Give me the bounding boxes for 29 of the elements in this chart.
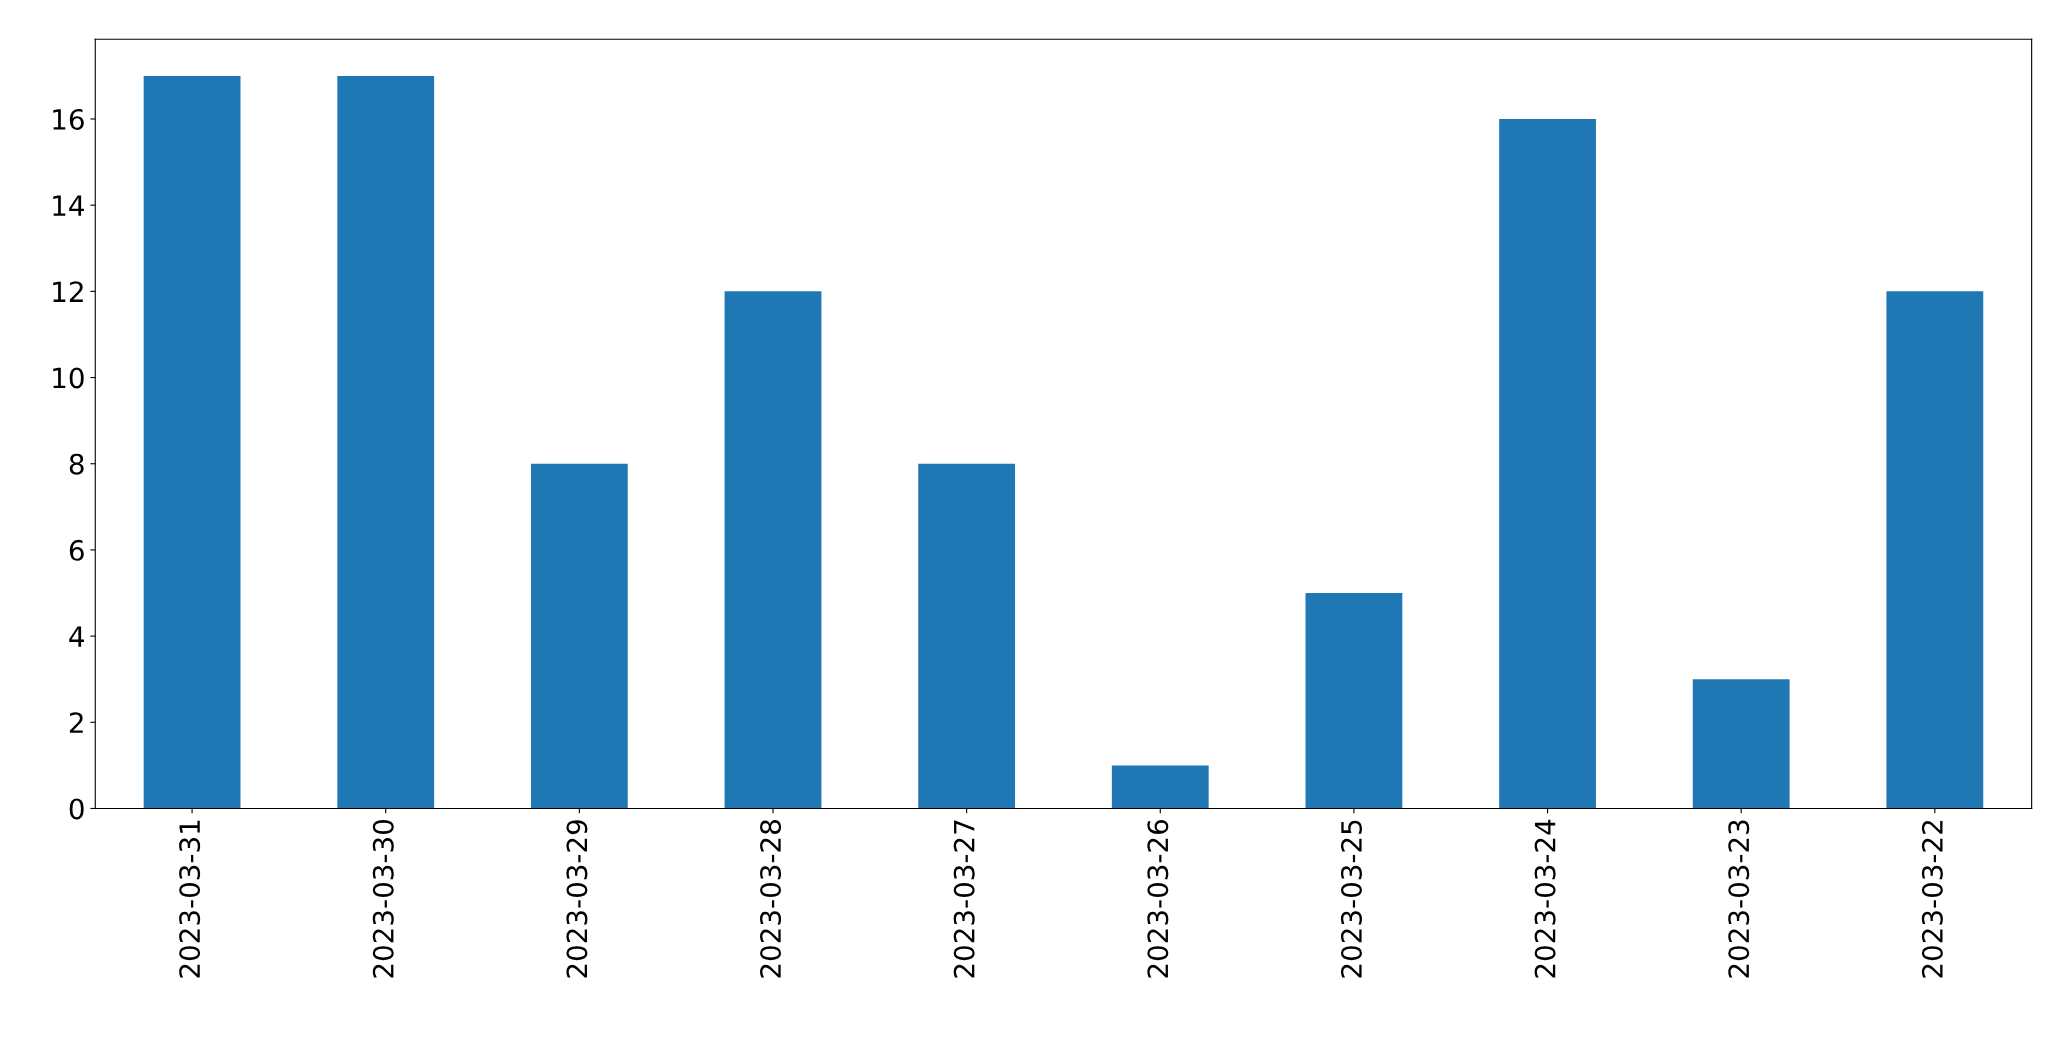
- x-tick-label: 2023-03-29: [566, 820, 588, 978]
- x-tick-label: 2023-03-26: [1147, 819, 1169, 978]
- x-tick-label: 2023-03-23: [1728, 820, 1750, 978]
- x-tick-label: 2023-03-31: [179, 820, 201, 978]
- x-tick-label: 2023-03-28: [760, 820, 782, 978]
- bar: [143, 75, 241, 809]
- y-tick-label: 16: [53, 108, 84, 130]
- x-tick-label: 2023-03-25: [1340, 820, 1362, 978]
- bar: [1692, 679, 1790, 809]
- x-tick-label: 2023-03-27: [953, 820, 975, 978]
- y-tick-label: 12: [53, 281, 83, 302]
- bar: [1499, 118, 1596, 809]
- x-tick-label: 2023-03-22: [1921, 820, 1943, 978]
- y-tick-label: 0: [69, 798, 84, 820]
- bar: [530, 463, 628, 809]
- y-tick-label: 8: [69, 453, 84, 475]
- bar: [1305, 593, 1403, 809]
- bar: [1886, 291, 1984, 809]
- y-tick-label: 4: [69, 626, 84, 647]
- x-tick-label: 2023-03-30: [372, 820, 394, 978]
- x-tick-label: 2023-03-24: [1534, 819, 1556, 978]
- y-tick-label: 10: [53, 367, 84, 389]
- bar: [337, 75, 435, 809]
- y-tick-label: 2: [69, 712, 83, 733]
- bar: [918, 463, 1016, 809]
- y-tick-label: 14: [53, 195, 84, 216]
- bar: [724, 291, 822, 809]
- bar: [1111, 765, 1209, 809]
- y-tick-label: 6: [69, 539, 84, 561]
